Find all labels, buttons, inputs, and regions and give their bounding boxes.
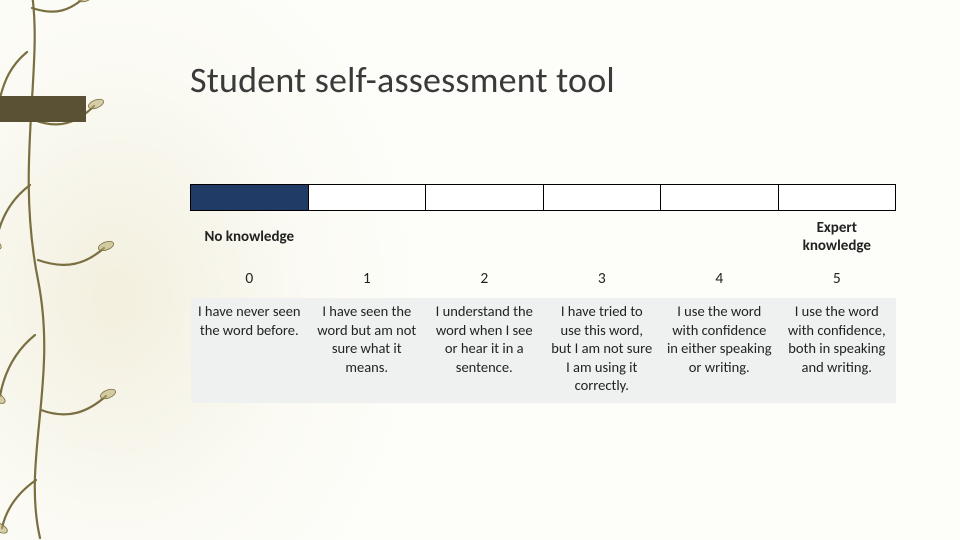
scale-4: 4: [661, 261, 779, 298]
anchor-high: Expert knowledge: [778, 211, 896, 262]
desc-5: I use the word with confidence, both in …: [778, 298, 896, 403]
scale-0: 0: [191, 261, 309, 298]
strip-cell-5: [778, 185, 896, 211]
desc-4: I use the word with confidence in either…: [661, 298, 779, 403]
header-strip-row: [191, 185, 896, 211]
anchor-labels-row: No knowledge Expert knowledge: [191, 211, 896, 262]
slide-content: Student self-assessment tool No knowledg…: [190, 58, 912, 403]
rubric-table: No knowledge Expert knowledge 0 1 2 3 4 …: [190, 184, 896, 403]
desc-2: I understand the word when I see or hear…: [426, 298, 544, 403]
accent-bar: [0, 96, 86, 122]
slide-title: Student self-assessment tool: [190, 58, 912, 102]
scale-1: 1: [308, 261, 426, 298]
desc-3: I have tried to use this word, but I am …: [543, 298, 661, 403]
anchor-low: No knowledge: [191, 211, 309, 262]
scale-3: 3: [543, 261, 661, 298]
strip-cell-2: [426, 185, 544, 211]
strip-cell-0: [191, 185, 309, 211]
anchor-empty-3: [543, 211, 661, 262]
anchor-empty-4: [661, 211, 779, 262]
strip-cell-3: [543, 185, 661, 211]
scale-row: 0 1 2 3 4 5: [191, 261, 896, 298]
description-row: I have never seen the word before. I hav…: [191, 298, 896, 403]
scale-5: 5: [778, 261, 896, 298]
anchor-empty-2: [426, 211, 544, 262]
anchor-empty-1: [308, 211, 426, 262]
rubric-table-wrap: No knowledge Expert knowledge 0 1 2 3 4 …: [190, 184, 896, 403]
strip-cell-1: [308, 185, 426, 211]
scale-2: 2: [426, 261, 544, 298]
strip-cell-4: [661, 185, 779, 211]
desc-1: I have seen the word but am not sure wha…: [308, 298, 426, 403]
desc-0: I have never seen the word before.: [191, 298, 309, 403]
